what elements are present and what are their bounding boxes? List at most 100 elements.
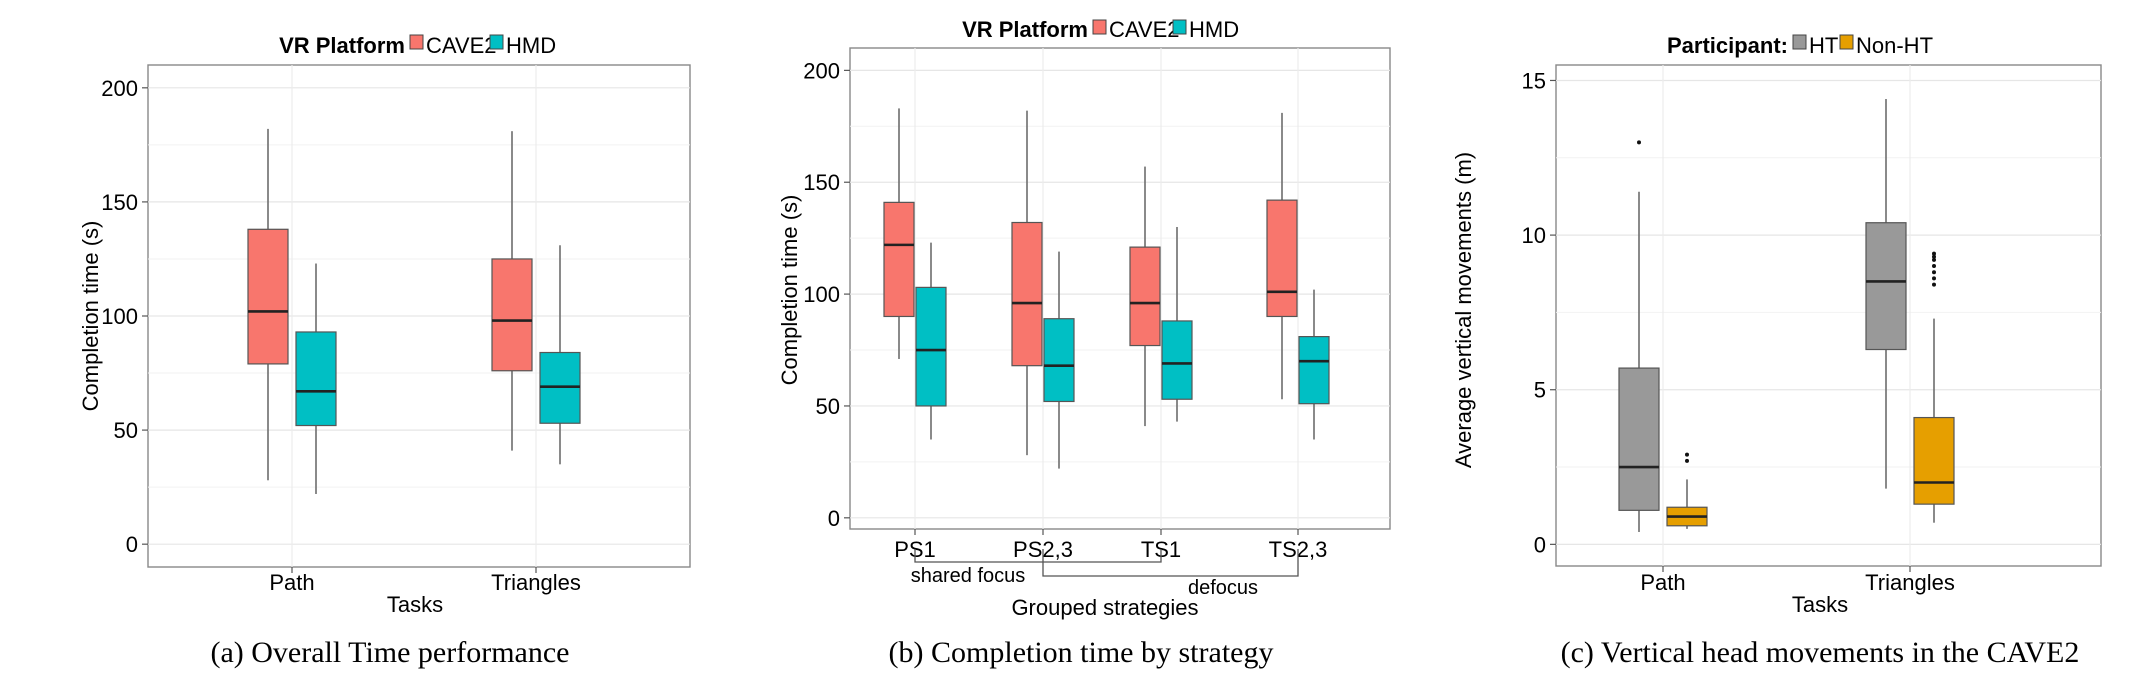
box-Triangles-CAVE2 <box>491 131 533 451</box>
chart-panel-c: Participant: HT Non-HT 0 5 10 15 Path Triang… <box>1451 33 2102 669</box>
box-Path-HT <box>1618 140 1660 532</box>
outlier-point <box>1932 264 1936 269</box>
legend: Participant: HT Non-HT <box>1667 33 1933 58</box>
box-PS1-CAVE2 <box>883 108 915 359</box>
strategy-groupings: shared focus defocus <box>911 549 1299 599</box>
boxes <box>883 108 1330 469</box>
boxes <box>1618 99 1955 532</box>
grouping-label-defocus: defocus <box>1188 577 1258 599</box>
y-tick-labels: 0 50 100 150 200 <box>101 76 148 557</box>
legend: VR Platform CAVE2 HMD <box>279 33 556 58</box>
x-axis-label: Grouped strategies <box>1011 595 1198 620</box>
y-gridlines <box>850 69 1390 519</box>
y-tick-label: 150 <box>101 190 138 215</box>
box-body <box>915 286 947 407</box>
y-tick-label: 10 <box>1522 223 1546 248</box>
x-gridlines <box>914 48 1299 529</box>
boxes <box>247 128 581 494</box>
y-tick-labels: 0 50 100 150 200 <box>803 58 850 531</box>
grouping-bracket-defocus <box>1042 549 1299 577</box>
box-body <box>1865 222 1907 351</box>
box-TS1-HMD <box>1161 226 1193 422</box>
box-TS2,3-CAVE2 <box>1266 112 1298 400</box>
box-body <box>1618 367 1660 511</box>
y-tick-label: 50 <box>816 394 840 419</box>
legend-title: VR Platform <box>279 33 405 58</box>
legend-label-0: HT <box>1809 33 1838 58</box>
legend-title: Participant: <box>1667 33 1788 58</box>
box-TS1-CAVE2 <box>1129 166 1161 427</box>
x-tick-label: Triangles <box>491 570 581 595</box>
y-tick-labels: 0 5 10 15 <box>1522 68 1556 557</box>
x-tick-label: Path <box>1640 570 1685 595</box>
box-Path-HMD <box>295 263 337 494</box>
box-body <box>1266 199 1298 318</box>
legend-key-0 <box>1792 34 1807 50</box>
y-tick-label: 0 <box>1534 532 1546 557</box>
chart-panel-a: VR Platform CAVE2 HMD 0 50 100 150 200 Path T… <box>78 33 691 669</box>
outlier-point <box>1932 257 1936 262</box>
x-axis-label: Tasks <box>1792 592 1848 617</box>
legend-label-1: Non-HT <box>1856 33 1933 58</box>
legend-key-1 <box>1172 19 1187 35</box>
box-TS2,3-HMD <box>1298 289 1330 440</box>
caption: (c) Vertical head movements in the CAVE2 <box>1561 636 2080 669</box>
caption: (b) Completion time by strategy <box>889 636 1274 669</box>
box-body <box>1011 221 1043 367</box>
legend-key-0 <box>409 34 424 50</box>
x-tick-labels: Path Triangles <box>269 567 581 595</box>
box-body <box>1043 318 1075 403</box>
box-body <box>1298 336 1330 405</box>
legend-title: VR Platform <box>962 17 1088 42</box>
box-PS1-HMD <box>915 242 947 440</box>
legend-key-1 <box>489 34 504 50</box>
legend-label-0: CAVE2 <box>1109 17 1180 42</box>
y-axis-label: Completion time (s) <box>777 195 802 386</box>
y-tick-label: 150 <box>803 170 840 195</box>
x-gridlines <box>1662 65 1911 566</box>
legend-label-0: CAVE2 <box>426 33 497 58</box>
box-body <box>491 258 533 372</box>
box-PS2,3-CAVE2 <box>1011 110 1043 456</box>
caption: (a) Overall Time performance <box>210 636 569 669</box>
box-Triangles-HT <box>1865 99 1907 489</box>
outlier-point <box>1685 452 1689 457</box>
outlier-point <box>1932 251 1936 256</box>
box-body <box>1161 320 1193 400</box>
y-tick-label: 200 <box>803 58 840 83</box>
outlier-point <box>1685 458 1689 463</box>
legend: VR Platform CAVE2 HMD <box>962 17 1239 42</box>
outlier-point <box>1932 254 1936 259</box>
y-tick-label: 5 <box>1534 378 1546 403</box>
y-tick-label: 200 <box>101 76 138 101</box>
chart-panel-b: VR Platform CAVE2 HMD 0 50 100 150 200 PS1 PS… <box>777 17 1391 669</box>
outlier-point <box>1932 270 1936 275</box>
box-Triangles-Non-HT <box>1913 251 1955 523</box>
x-tick-label: Path <box>269 570 314 595</box>
outlier-point <box>1637 140 1641 145</box>
grouping-label-shared-focus: shared focus <box>911 565 1026 587</box>
box-body <box>295 331 337 427</box>
y-axis-label: Completion time (s) <box>78 221 103 412</box>
x-tick-label: Triangles <box>1865 570 1955 595</box>
y-tick-label: 100 <box>803 282 840 307</box>
y-tick-label: 50 <box>114 418 138 443</box>
box-body <box>247 228 289 365</box>
y-gridlines <box>148 87 690 545</box>
y-tick-label: 0 <box>828 506 840 531</box>
legend-key-0 <box>1092 19 1107 35</box>
box-body <box>1129 246 1161 347</box>
box-Path-Non-HT <box>1666 452 1708 529</box>
box-Triangles-HMD <box>539 245 581 465</box>
x-tick-labels: PS1 PS2,3 TS1 TS2,3 <box>894 529 1327 562</box>
y-tick-label: 0 <box>126 532 138 557</box>
box-PS2,3-HMD <box>1043 251 1075 469</box>
box-body <box>883 201 915 318</box>
x-tick-labels: Path Triangles <box>1640 566 1955 595</box>
outlier-point <box>1932 276 1936 281</box>
box-Path-CAVE2 <box>247 128 289 481</box>
legend-label-1: HMD <box>506 33 556 58</box>
x-gridlines <box>291 65 537 567</box>
grouping-bracket-shared-focus <box>914 549 1162 563</box>
y-tick-label: 100 <box>101 304 138 329</box>
